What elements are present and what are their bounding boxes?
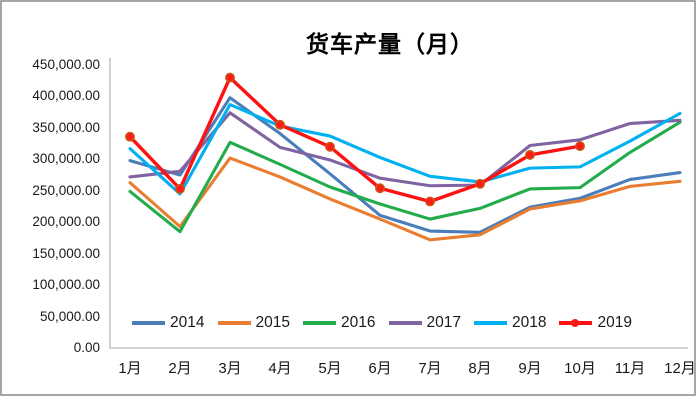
x-tick-label: 8月 (468, 360, 492, 377)
series-marker-2019 (225, 72, 235, 83)
legend-line-swatch (559, 318, 593, 327)
series-line-2015[interactable] (128, 156, 682, 242)
legend-line-swatch (388, 321, 422, 325)
x-tick-label: 4月 (268, 360, 292, 377)
series-line-2018[interactable] (128, 103, 682, 196)
x-tick-label: 3月 (218, 360, 242, 377)
series-marker-2019 (325, 141, 335, 152)
series-marker-2019 (275, 119, 285, 130)
y-tick-label: 100,000.00 (32, 277, 100, 293)
series-marker-2019 (575, 141, 585, 152)
legend-label: 2016 (341, 314, 376, 331)
x-tick-label: 7月 (418, 360, 442, 377)
legend-label: 2019 (597, 314, 632, 331)
y-tick-label: 50,000.00 (39, 308, 100, 324)
legend-item-2017[interactable]: 2017 (388, 314, 461, 332)
legend-item-2015[interactable]: 2015 (217, 314, 291, 332)
y-tick-label: 150,000.00 (32, 245, 100, 261)
series-line-2019[interactable] (128, 75, 582, 204)
x-tick-label: 1月 (118, 360, 142, 377)
x-tick-label: 10月 (564, 360, 596, 377)
series-line-2016[interactable] (128, 120, 682, 234)
legend-item-2016[interactable]: 2016 (303, 314, 376, 332)
x-tick-label: 6月 (368, 360, 392, 377)
legend-item-2018[interactable]: 2018 (473, 314, 547, 332)
x-tick-label: 12月 (664, 360, 696, 377)
x-tick-label: 5月 (318, 360, 342, 377)
x-tick-label: 9月 (518, 360, 542, 377)
y-tick-label: 300,000.00 (32, 151, 100, 167)
legend-label: 2015 (255, 314, 291, 331)
y-tick-label: 450,000.00 (32, 57, 100, 72)
legend-line-swatch (303, 321, 337, 325)
legend-line-swatch (473, 321, 507, 325)
legend-marker-dot (571, 318, 580, 327)
legend-item-2014[interactable]: 2014 (132, 314, 205, 332)
series-marker-2019 (425, 196, 435, 207)
y-tick-label: 0.00 (73, 340, 100, 355)
legend-label: 2018 (511, 314, 547, 331)
series-marker-2019 (125, 131, 135, 142)
axis-lines (109, 58, 688, 349)
legend-label: 2014 (170, 314, 205, 331)
series-marker-2019 (475, 178, 485, 189)
series-marker-2019 (525, 149, 535, 160)
y-tick-label: 400,000.00 (32, 88, 100, 104)
x-tick-label: 11月 (614, 360, 646, 377)
chart-title: 货车产量（月） (306, 32, 474, 57)
legend-label: 2017 (426, 314, 461, 331)
series-line-2014[interactable] (128, 96, 682, 234)
x-tick-label: 2月 (168, 360, 192, 377)
legend-line-swatch (217, 321, 251, 325)
y-tick-label: 350,000.00 (32, 119, 100, 135)
legend-line-swatch (132, 321, 166, 325)
series-marker-2019 (175, 183, 185, 194)
series-marker-2019 (375, 183, 385, 194)
y-tick-label: 250,000.00 (32, 182, 100, 198)
y-tick-label: 200,000.00 (32, 214, 100, 230)
legend: 2014 2015 2016 2017 2018 2019 (72, 314, 692, 332)
legend-item-2019[interactable]: 2019 (559, 314, 632, 332)
